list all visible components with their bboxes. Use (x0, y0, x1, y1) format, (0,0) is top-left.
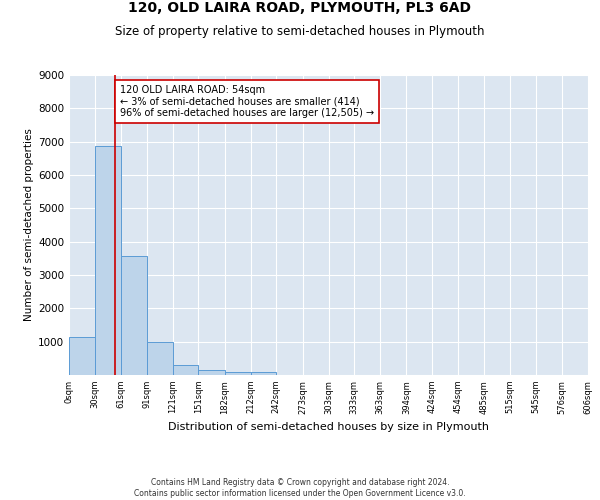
X-axis label: Distribution of semi-detached houses by size in Plymouth: Distribution of semi-detached houses by … (168, 422, 489, 432)
Bar (199, 370, 225, 375)
Bar (69, 338, 95, 375)
Bar (95, 146, 121, 375)
Bar (173, 364, 199, 375)
Y-axis label: Number of semi-detached properties: Number of semi-detached properties (24, 128, 34, 322)
Text: Contains HM Land Registry data © Crown copyright and database right 2024.
Contai: Contains HM Land Registry data © Crown c… (134, 478, 466, 498)
Bar (147, 342, 173, 375)
Bar (251, 372, 276, 375)
Text: 120, OLD LAIRA ROAD, PLYMOUTH, PL3 6AD: 120, OLD LAIRA ROAD, PLYMOUTH, PL3 6AD (128, 1, 472, 15)
Text: 120 OLD LAIRA ROAD: 54sqm
← 3% of semi-detached houses are smaller (414)
96% of : 120 OLD LAIRA ROAD: 54sqm ← 3% of semi-d… (119, 85, 374, 118)
Text: Size of property relative to semi-detached houses in Plymouth: Size of property relative to semi-detach… (115, 24, 485, 38)
Bar (121, 256, 147, 375)
Bar (225, 372, 251, 375)
